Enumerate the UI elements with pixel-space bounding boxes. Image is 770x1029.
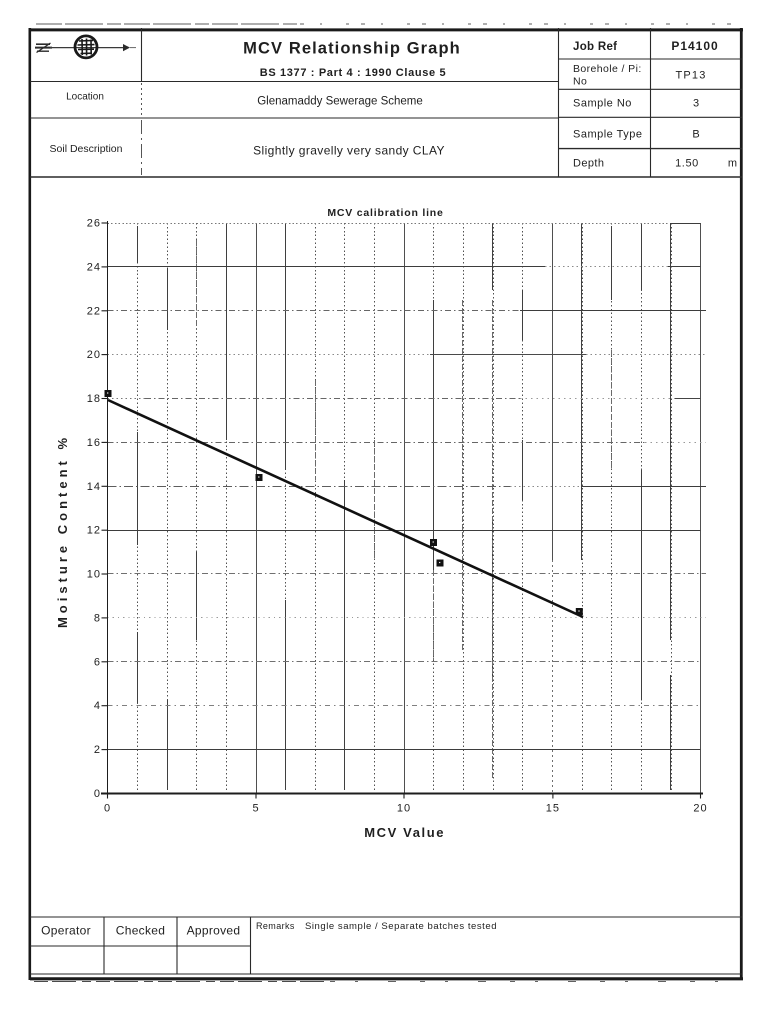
- svg-text:MCV Relationship Graph: MCV Relationship Graph: [243, 40, 461, 58]
- svg-text:8: 8: [94, 612, 101, 624]
- svg-text:MCV Value: MCV Value: [364, 825, 445, 840]
- svg-text:Depth: Depth: [573, 158, 604, 170]
- svg-text:m: m: [728, 158, 737, 170]
- svg-text:15: 15: [546, 803, 560, 815]
- svg-text:Soil Description: Soil Description: [50, 143, 123, 155]
- svg-text:No: No: [573, 76, 587, 88]
- svg-text:Moisture Content %: Moisture Content %: [55, 434, 70, 628]
- svg-text:10: 10: [397, 803, 411, 815]
- svg-text:0: 0: [94, 788, 101, 800]
- svg-text:14: 14: [87, 481, 101, 493]
- svg-text:Single sample / Separate batch: Single sample / Separate batches tested: [305, 921, 497, 932]
- svg-text:24: 24: [87, 261, 101, 273]
- svg-text:26: 26: [87, 218, 101, 230]
- svg-text:Checked: Checked: [116, 924, 165, 938]
- svg-text:18: 18: [87, 393, 101, 405]
- svg-text:1.50: 1.50: [675, 158, 699, 170]
- svg-text:0: 0: [104, 803, 111, 815]
- svg-text:B: B: [692, 129, 699, 141]
- svg-text:2: 2: [94, 744, 101, 756]
- svg-text:Approved: Approved: [187, 924, 241, 938]
- svg-text:3: 3: [693, 98, 699, 110]
- svg-text:Sample No: Sample No: [573, 98, 632, 110]
- svg-text:Slightly gravelly very sandy C: Slightly gravelly very sandy CLAY: [253, 144, 445, 158]
- svg-text:10: 10: [87, 569, 101, 581]
- svg-text:6: 6: [94, 656, 101, 668]
- svg-text:20: 20: [87, 349, 101, 361]
- svg-text:P14100: P14100: [671, 39, 718, 53]
- svg-text:Remarks: Remarks: [256, 921, 295, 931]
- svg-text:16: 16: [87, 437, 101, 449]
- svg-text:Location: Location: [66, 92, 104, 103]
- svg-text:5: 5: [252, 803, 259, 815]
- svg-text:BS 1377 : Part 4 : 1990 Clause: BS 1377 : Part 4 : 1990 Clause 5: [260, 67, 447, 79]
- svg-text:22: 22: [87, 305, 101, 317]
- svg-text:Operator: Operator: [41, 924, 91, 938]
- svg-text:Borehole / Pi:: Borehole / Pi:: [573, 63, 642, 75]
- svg-text:20: 20: [693, 803, 707, 815]
- svg-text:4: 4: [94, 700, 101, 712]
- svg-text:Sample Type: Sample Type: [573, 129, 643, 141]
- svg-text:MCV calibration line: MCV calibration line: [327, 207, 443, 219]
- svg-text:TP13: TP13: [675, 70, 706, 82]
- svg-text:Glenamaddy Sewerage Scheme: Glenamaddy Sewerage Scheme: [257, 96, 423, 108]
- svg-text:12: 12: [87, 525, 101, 537]
- svg-text:Job Ref: Job Ref: [573, 41, 617, 53]
